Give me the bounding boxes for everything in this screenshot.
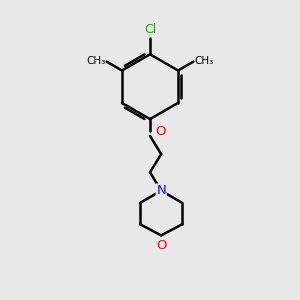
Text: O: O	[155, 125, 166, 138]
Text: CH₃: CH₃	[195, 56, 214, 66]
Text: N: N	[156, 184, 166, 197]
Text: Cl: Cl	[144, 23, 156, 36]
Text: O: O	[156, 239, 166, 252]
Text: CH₃: CH₃	[86, 56, 105, 66]
